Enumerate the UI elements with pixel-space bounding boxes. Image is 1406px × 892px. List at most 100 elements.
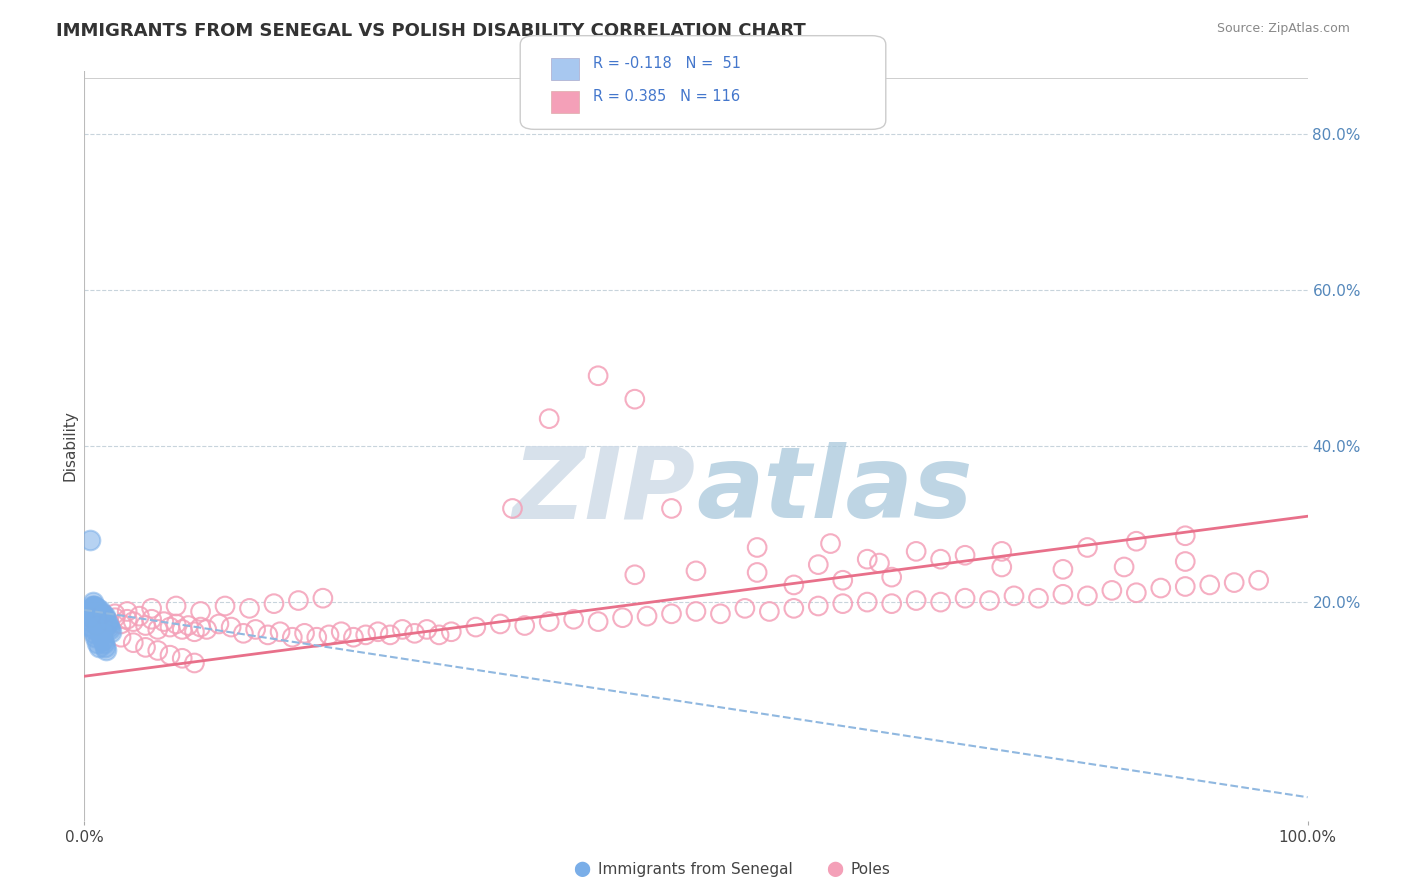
Point [880,570,903,584]
Point [880,597,903,611]
Point [953,591,976,606]
Point [190,620,212,634]
Text: R = 0.385   N = 116: R = 0.385 N = 116 [593,89,741,104]
Point [391,623,413,637]
Point [79,533,101,547]
Point [929,595,952,609]
Point [82,623,104,637]
Point [79,607,101,621]
Point [122,635,145,649]
Point [86,635,108,649]
Point [122,615,145,629]
Point [991,544,1014,558]
Point [94,640,117,655]
Point [586,368,609,383]
Point [87,615,110,629]
Point [104,607,127,621]
Point [79,618,101,632]
Point [141,601,163,615]
Text: Immigrants from Senegal: Immigrants from Senegal [598,863,793,877]
Point [82,595,104,609]
Point [146,643,169,657]
Point [905,593,928,607]
Point [685,564,707,578]
Point [330,624,353,639]
Point [82,612,104,626]
Point [312,591,335,606]
Point [190,605,212,619]
Point [87,605,110,619]
Point [1052,562,1074,576]
Point [1125,586,1147,600]
Point [93,617,115,632]
Point [96,612,118,626]
Point [83,599,105,613]
Point [214,599,236,613]
Point [869,556,891,570]
Point [661,607,683,621]
Point [464,620,486,634]
Point [856,595,879,609]
Point [1223,575,1246,590]
Point [1052,587,1074,601]
Point [94,609,117,624]
Point [783,578,806,592]
Point [80,615,103,629]
Point [128,609,150,624]
Point [89,611,111,625]
Point [83,626,105,640]
Point [245,623,267,637]
Point [1174,554,1197,569]
Point [90,628,112,642]
Point [807,599,830,613]
Point [905,544,928,558]
Point [1174,529,1197,543]
Point [96,618,118,632]
Point [404,626,426,640]
Point [269,624,291,639]
Point [159,648,181,662]
Point [624,567,647,582]
Point [172,623,194,637]
Text: ⬤: ⬤ [574,862,591,878]
Point [661,501,683,516]
Point [110,617,132,632]
Point [195,623,218,637]
Point [586,615,609,629]
Point [172,651,194,665]
Point [86,618,108,632]
Point [263,597,285,611]
Point [153,615,176,629]
Point [257,628,280,642]
Point [135,618,157,632]
Point [342,630,364,644]
Point [165,617,187,632]
Text: Source: ZipAtlas.com: Source: ZipAtlas.com [1216,22,1350,36]
Point [96,643,118,657]
Point [747,541,769,555]
Point [318,628,340,642]
Point [87,620,110,634]
Point [747,566,769,580]
Point [1174,580,1197,594]
Point [93,611,115,625]
Point [104,611,127,625]
Point [90,608,112,623]
Point [83,599,105,613]
Point [416,623,439,637]
Point [1247,573,1270,587]
Point [831,573,853,587]
Point [94,615,117,629]
Point [953,548,976,563]
Point [1101,583,1123,598]
Point [562,612,585,626]
Point [84,603,107,617]
Point [238,601,260,615]
Point [380,628,402,642]
Point [783,601,806,615]
Point [84,605,107,619]
Point [1125,534,1147,549]
Point [84,609,107,624]
Point [86,607,108,621]
Point [91,632,114,647]
